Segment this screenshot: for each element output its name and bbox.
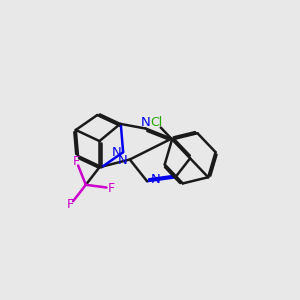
Text: N: N xyxy=(140,116,150,129)
Text: N: N xyxy=(151,173,160,186)
Text: N: N xyxy=(112,146,122,159)
Text: F: F xyxy=(73,155,80,168)
Text: N: N xyxy=(118,154,127,167)
Text: F: F xyxy=(67,198,74,211)
Text: Cl: Cl xyxy=(150,116,162,129)
Text: F: F xyxy=(107,182,114,195)
